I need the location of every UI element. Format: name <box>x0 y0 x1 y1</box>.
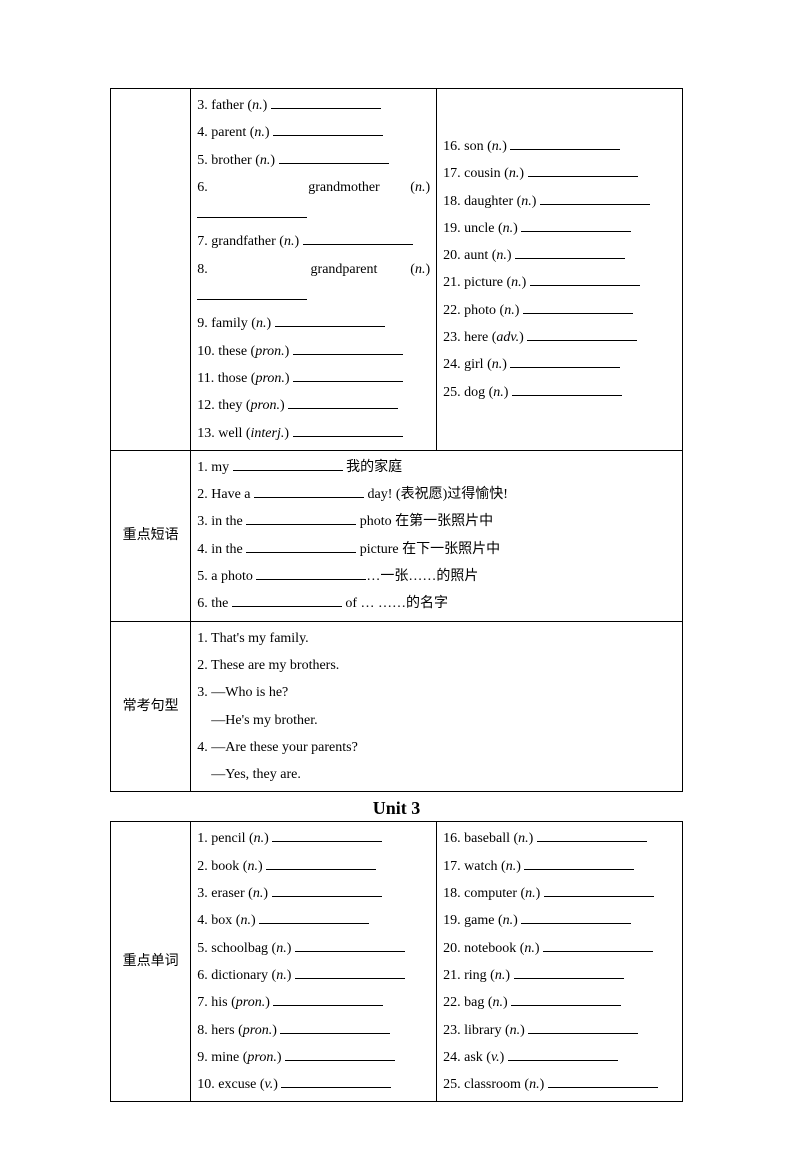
sentence-content: 1. That's my family.2. These are my brot… <box>191 621 683 792</box>
vocab-row: 重点单词 1. pencil (n.) 2. book (n.) 3. eras… <box>111 822 683 1102</box>
page: 3. father (n.) 4. parent (n.) 5. brother… <box>0 0 793 1168</box>
phrase-content: 1. my 我的家庭2. Have a day! (表祝愿)过得愉快!3. in… <box>191 450 683 621</box>
sentence-label: 常考句型 <box>111 621 191 792</box>
vocab-left: 1. pencil (n.) 2. book (n.) 3. eraser (n… <box>191 822 437 1102</box>
phrase-row: 重点短语 1. my 我的家庭2. Have a day! (表祝愿)过得愉快!… <box>111 450 683 621</box>
vocab-right: 16. baseball (n.) 17. watch (n.) 18. com… <box>437 822 683 1102</box>
vocab-label <box>111 89 191 451</box>
table-unit3: 重点单词 1. pencil (n.) 2. book (n.) 3. eras… <box>110 821 683 1102</box>
table-unit2-continued: 3. father (n.) 4. parent (n.) 5. brother… <box>110 88 683 792</box>
vocab-row: 3. father (n.) 4. parent (n.) 5. brother… <box>111 89 683 451</box>
vocab-label: 重点单词 <box>111 822 191 1102</box>
sentence-row: 常考句型 1. That's my family.2. These are my… <box>111 621 683 792</box>
vocab-right: 16. son (n.) 17. cousin (n.) 18. daughte… <box>437 89 683 451</box>
unit3-title: Unit 3 <box>110 798 683 819</box>
phrase-label: 重点短语 <box>111 450 191 621</box>
vocab-left: 3. father (n.) 4. parent (n.) 5. brother… <box>191 89 437 451</box>
